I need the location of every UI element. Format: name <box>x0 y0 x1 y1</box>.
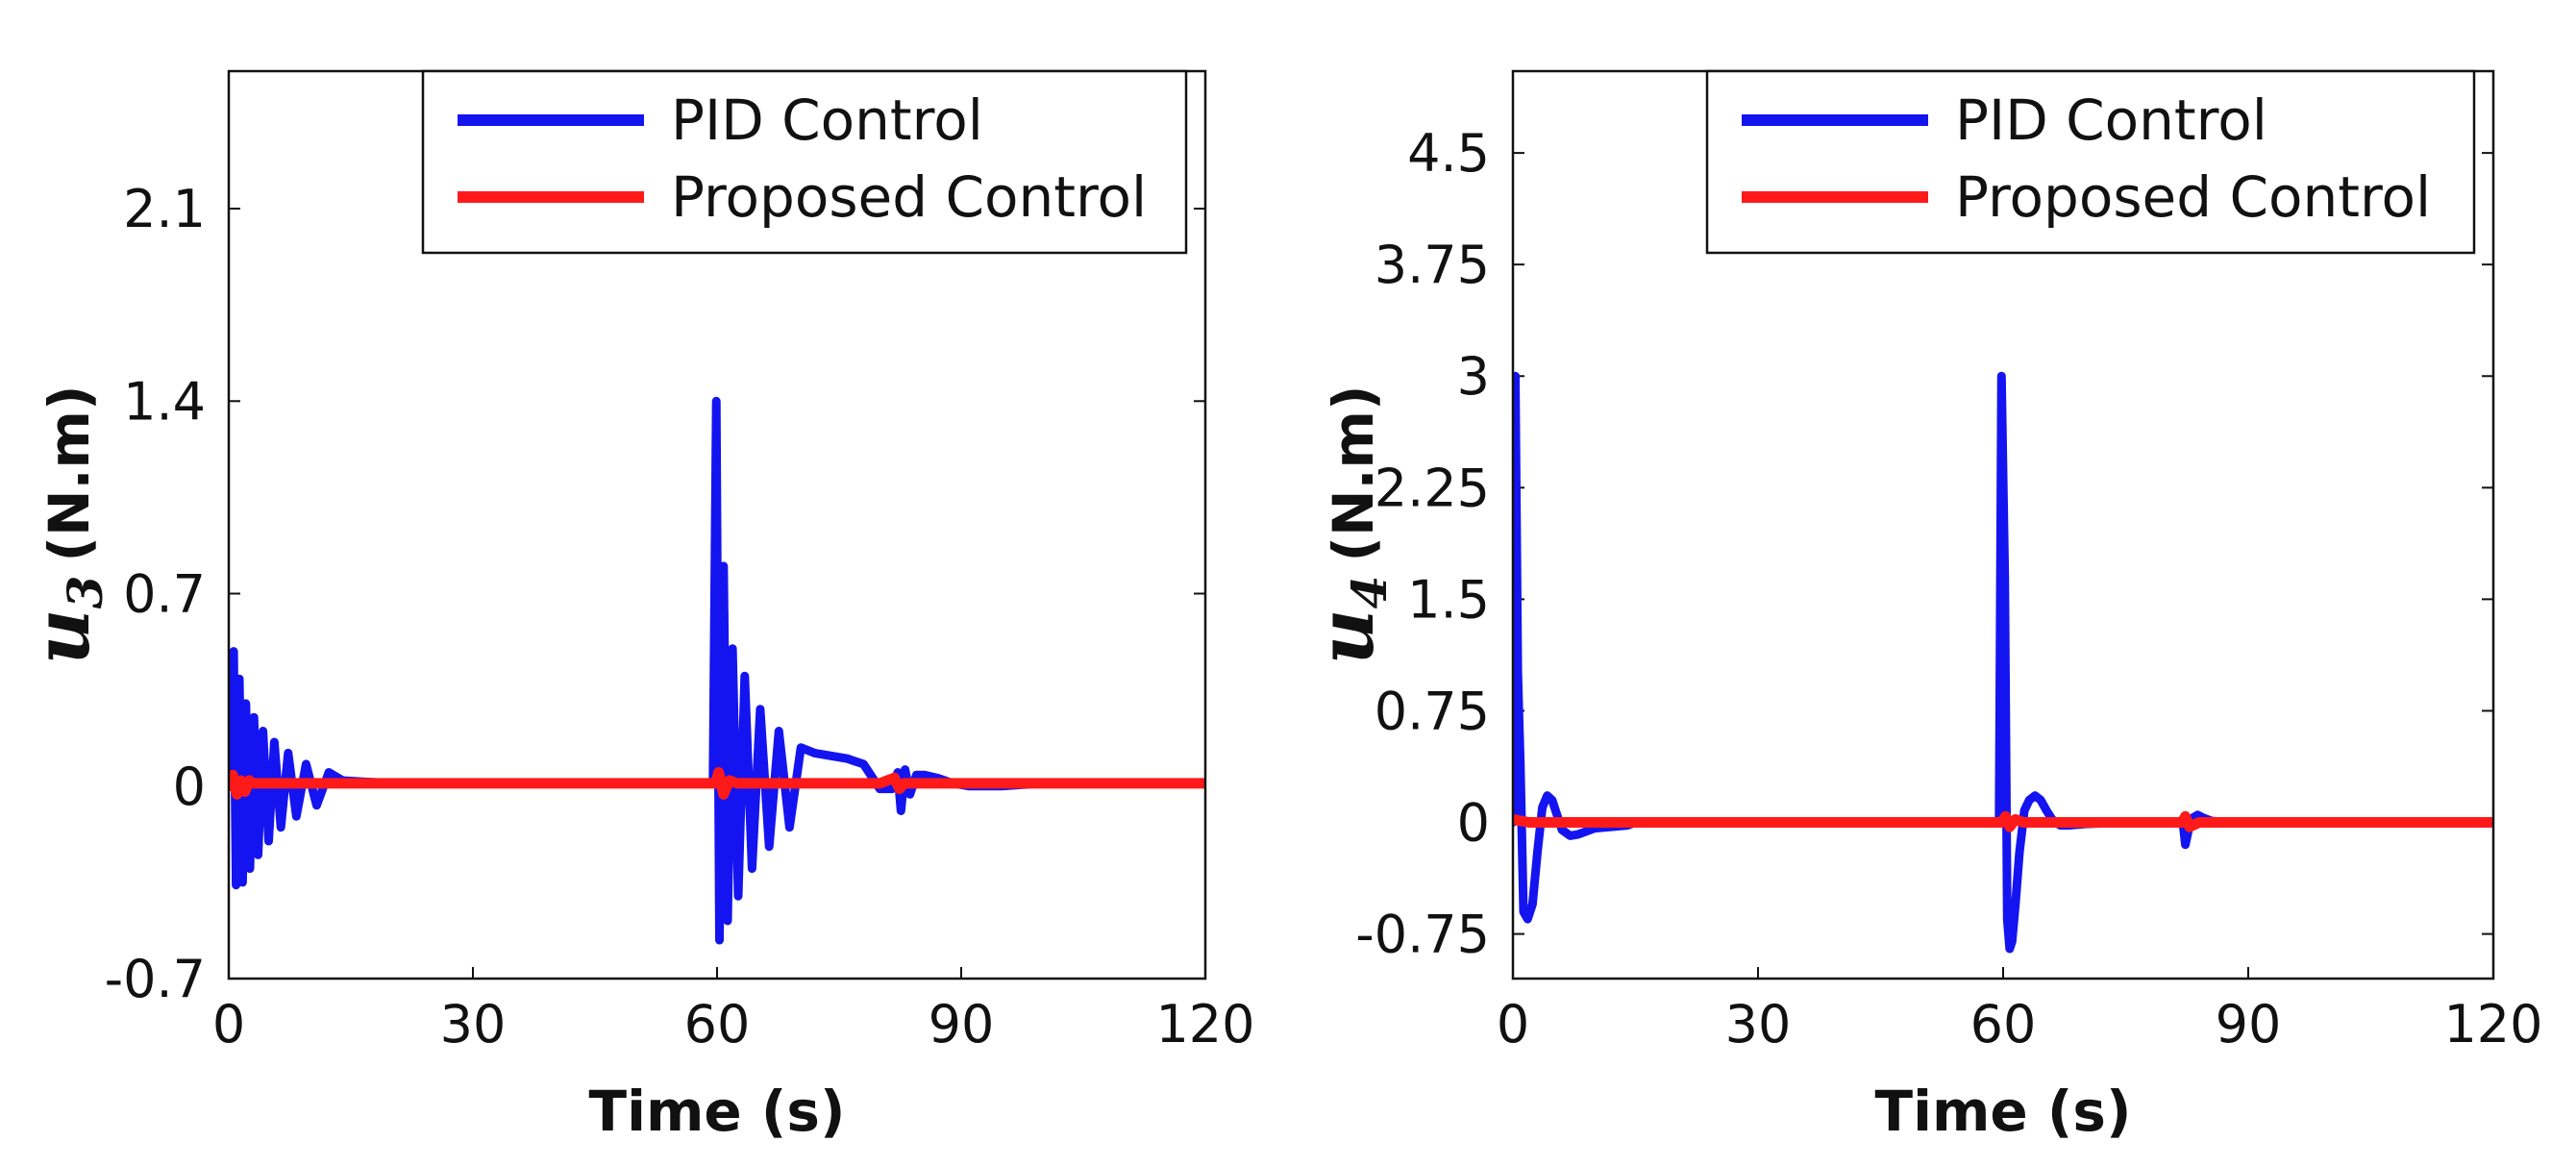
legend: PID Control Proposed Control <box>1705 69 2476 255</box>
legend-label-proposed: Proposed Control <box>671 164 1147 230</box>
x-tick-label: 0 <box>1497 994 1529 1055</box>
series-layer <box>1513 371 2493 954</box>
y-tick-label: 0.7 <box>123 564 206 625</box>
svg-text:u4(N.m): u4 (N.m) <box>1300 385 1398 665</box>
tick-labels: 0 30 60 90 120-0.700.71.42.1 <box>105 179 1255 1055</box>
legend-label-pid: PID Control <box>1955 87 2267 153</box>
y-tick-label: 2.1 <box>123 179 206 239</box>
y-axis-subscript: 4 <box>1341 576 1398 609</box>
x-tick-label: 120 <box>1155 994 1254 1055</box>
x-tick-label: 30 <box>440 994 507 1055</box>
legend-label-pid: PID Control <box>671 87 983 153</box>
y-tick-label: -0.75 <box>1355 905 1490 965</box>
y-tick-label: 3 <box>1457 346 1490 407</box>
y-tick-label: 1.5 <box>1407 569 1490 630</box>
x-axis-title: Time (s) <box>1875 1079 2132 1144</box>
x-tick-label: 60 <box>684 994 751 1055</box>
series-line-proposed-control <box>1513 810 2493 832</box>
y-axis-title: u4 (N.m) <box>1300 385 1398 665</box>
chart-u3: 0 30 60 90 120-0.700.71.42.1 Time (s) u3(N.m… <box>16 69 1255 1144</box>
x-tick-label: 90 <box>929 994 995 1055</box>
y-axis-subscript: 3 <box>57 576 113 609</box>
y-tick-label: 1.4 <box>123 371 206 432</box>
series-line-pid-control <box>1513 371 2493 954</box>
legend-box <box>421 69 1188 255</box>
y-tick-label: 0.75 <box>1375 681 1490 741</box>
y-axis-variable: u <box>16 608 107 664</box>
x-axis-title: Time (s) <box>589 1079 846 1144</box>
legend-label-proposed: Proposed Control <box>1955 164 2431 230</box>
legend: PID Control Proposed Control <box>421 69 1188 255</box>
x-tick-label: 60 <box>1970 994 2037 1055</box>
y-tick-label: 4.5 <box>1407 123 1490 184</box>
y-axis-title: u3 (N.m) <box>16 385 113 665</box>
x-tick-label: 90 <box>2216 994 2282 1055</box>
y-axis-variable: u <box>1300 608 1391 664</box>
y-tick-label: -0.7 <box>105 949 206 1009</box>
y-axis-unit: (N.m) <box>37 385 102 562</box>
y-axis-unit: (N.m) <box>1321 385 1386 562</box>
y-tick-label: 0 <box>1457 793 1490 854</box>
x-tick-label: 120 <box>2443 994 2542 1055</box>
series-line-pid-control <box>229 396 1205 945</box>
legend-box <box>1705 69 2476 255</box>
y-tick-label: 0 <box>173 757 206 817</box>
y-tick-label: 3.75 <box>1375 235 1490 295</box>
x-tick-label: 0 <box>212 994 245 1055</box>
series-line-proposed-control <box>229 767 1205 800</box>
svg-text:u3(N.m): u3 (N.m) <box>16 385 113 665</box>
y-tick-label: 2.25 <box>1375 458 1490 518</box>
series-layer <box>229 396 1205 945</box>
x-tick-label: 30 <box>1725 994 1792 1055</box>
